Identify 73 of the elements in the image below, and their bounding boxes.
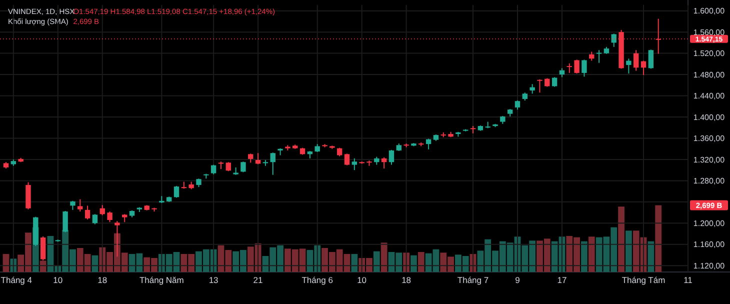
y-tick-label: 1.280,00 — [693, 176, 726, 186]
bar — [625, 230, 632, 272]
candlestick — [84, 205, 90, 220]
candlestick — [559, 68, 565, 78]
x-tick-label: Tháng Năm — [139, 275, 184, 285]
candlestick — [240, 161, 246, 173]
x-tick-label: 10 — [53, 275, 63, 285]
candlestick — [388, 149, 394, 166]
x-tick-label: 9 — [515, 275, 520, 285]
candlestick — [552, 76, 558, 88]
bar — [418, 252, 424, 272]
candlestick — [210, 164, 216, 175]
candlestick — [626, 58, 632, 74]
bar — [655, 205, 662, 272]
x-tick-label: Tháng 6 — [302, 275, 334, 285]
x-tick-label: 18 — [98, 275, 108, 285]
x-tick-label: Tháng 7 — [457, 275, 489, 285]
candlestick — [514, 100, 520, 110]
candlestick — [640, 60, 646, 76]
y-tick-label: 1.160,00 — [693, 240, 726, 250]
x-tick-label: 17 — [557, 275, 567, 285]
bar — [410, 255, 417, 272]
bar — [351, 254, 358, 272]
y-tick-label: 1.560,00 — [693, 28, 726, 37]
candlestick — [574, 59, 580, 74]
bar — [380, 242, 388, 272]
x-tick-label: 21 — [253, 275, 264, 285]
candlestick — [26, 182, 31, 210]
candlestick — [174, 186, 180, 198]
candlestick — [596, 50, 602, 64]
candlestick — [381, 156, 387, 169]
candlestick — [226, 162, 231, 172]
candlestick — [589, 51, 594, 62]
candlestick — [248, 153, 254, 164]
x-tick-label: 18 — [402, 275, 412, 285]
x-tick-label: 13 — [208, 275, 219, 285]
y-tick-label: 1.440,00 — [693, 92, 726, 101]
candlestick — [582, 59, 587, 78]
candlestick — [100, 204, 105, 216]
x-tick-label: Tháng Tám — [622, 275, 666, 285]
y-tick-label: 1.480,00 — [693, 70, 726, 80]
x-tick-label: 11 — [684, 275, 693, 285]
candlestick — [92, 214, 98, 225]
candlestick — [107, 210, 112, 223]
bar — [373, 251, 380, 272]
candlestick — [70, 200, 76, 210]
candlestick — [648, 49, 654, 70]
y-tick-label: 1.320,00 — [693, 155, 726, 164]
bar — [581, 241, 588, 272]
y-tick-label: 1.120,00 — [693, 261, 726, 270]
candlestick — [566, 62, 572, 74]
y-tick-label: 1.600,00 — [693, 6, 726, 16]
y-tick-label: 1.360,00 — [693, 134, 726, 144]
bar — [618, 206, 624, 272]
x-tick-label: 10 — [357, 275, 367, 285]
candlestick — [352, 158, 358, 171]
candlestick — [344, 153, 350, 166]
y-tick-label: 1.400,00 — [693, 112, 726, 122]
bar — [40, 260, 46, 272]
candlestick — [530, 84, 535, 94]
y-tick-label: 1.520,00 — [693, 49, 726, 58]
candlestick — [40, 236, 46, 261]
x-tick-label: Tháng 4 — [0, 275, 32, 285]
candlestick — [634, 50, 639, 72]
candlestick — [270, 152, 276, 176]
bar — [588, 236, 595, 272]
candlestick — [426, 138, 432, 150]
bar — [648, 241, 654, 272]
candlestick — [611, 33, 616, 48]
candlestick — [78, 198, 83, 212]
candlestick — [255, 152, 261, 165]
y-tick-label: 1.200,00 — [693, 218, 726, 228]
candlestick — [537, 78, 542, 94]
